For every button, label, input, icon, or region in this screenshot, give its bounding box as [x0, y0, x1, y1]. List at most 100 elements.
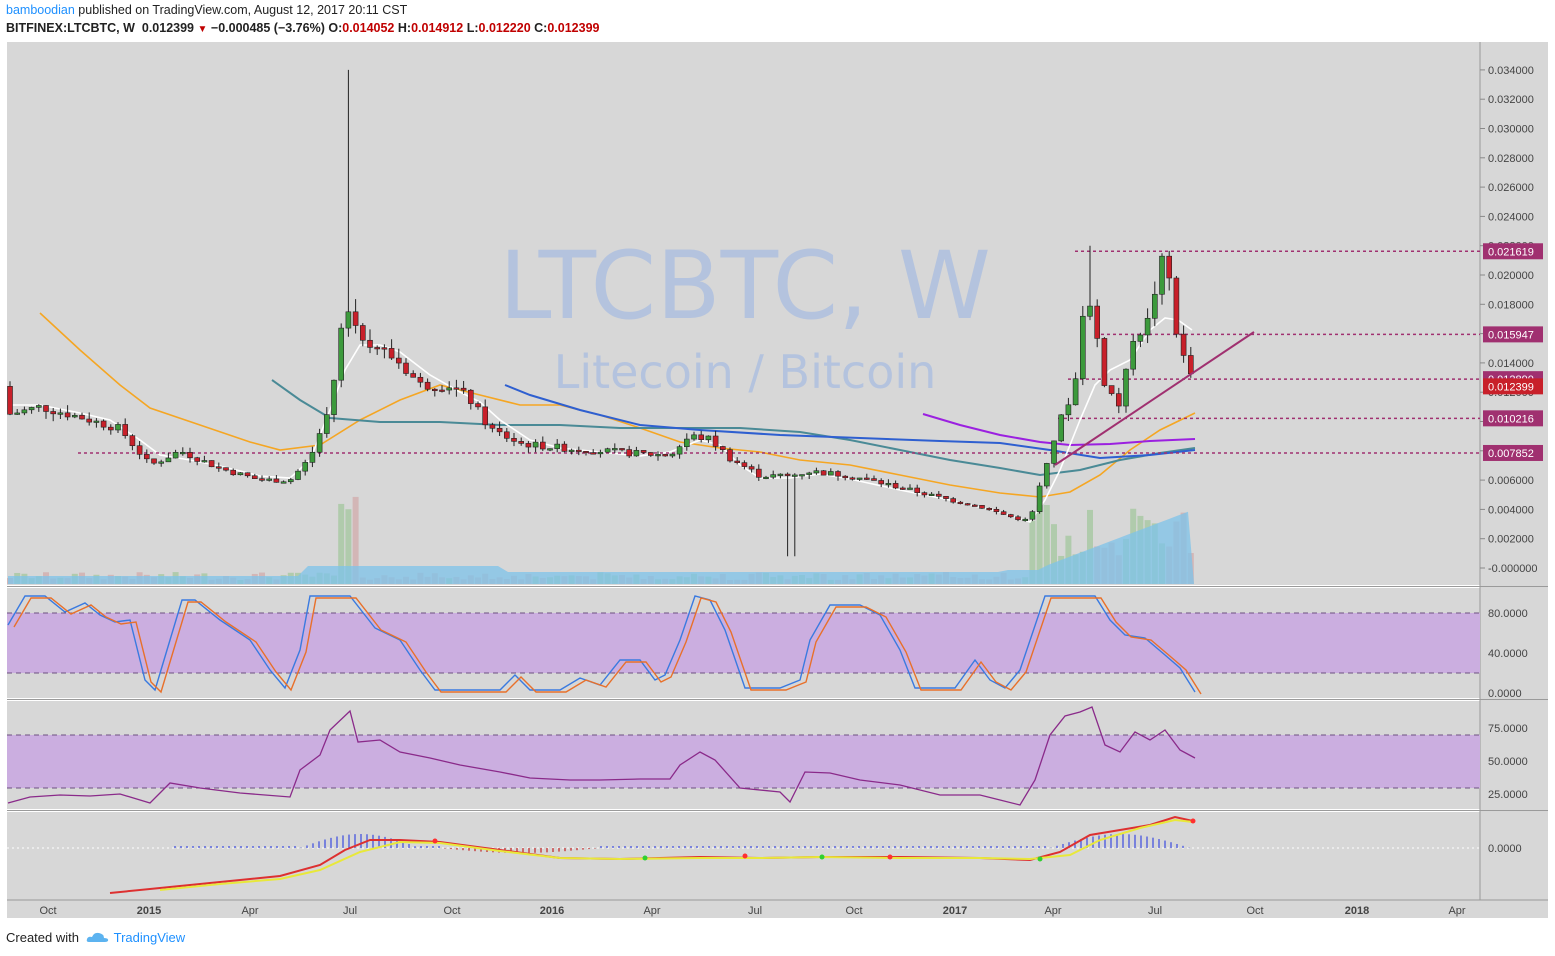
author-link[interactable]: bamboodian	[6, 3, 75, 17]
open-label: O:	[328, 21, 343, 35]
candle-body	[431, 388, 438, 392]
candle-body	[539, 441, 546, 450]
time-tick-label: Oct	[39, 905, 56, 917]
price-pane[interactable]	[7, 42, 1480, 585]
candle-body	[842, 475, 849, 479]
candle-body	[28, 407, 35, 411]
macd-cross-dot	[742, 853, 748, 859]
candle-body	[712, 435, 719, 447]
candle-body	[72, 415, 78, 418]
candle-body	[957, 501, 964, 504]
candle-body	[892, 483, 899, 489]
candle-body	[1137, 334, 1144, 342]
candle-body	[252, 475, 258, 479]
candle-body	[424, 381, 431, 390]
rsi-tick-label: 50.0000	[1488, 756, 1528, 768]
candle-body	[770, 474, 777, 478]
time-axis[interactable]	[7, 900, 1548, 918]
candle-body	[1159, 255, 1165, 295]
candle-body	[1173, 277, 1180, 335]
candle-body	[799, 474, 805, 477]
stoch-d-line	[13, 597, 1202, 695]
candle-body	[216, 466, 222, 469]
candle-body	[698, 434, 705, 441]
candle-body	[230, 469, 236, 476]
level-label-text: 0.010216	[1488, 413, 1534, 425]
level-label-box	[1483, 410, 1543, 427]
candle-body	[489, 424, 496, 429]
candle-body	[7, 386, 13, 415]
stoch-tick-label: 40.0000	[1488, 648, 1528, 660]
candle-body	[475, 403, 481, 408]
volume-ma-area	[8, 511, 1194, 584]
rsi-line	[7, 706, 1196, 806]
candle-body	[1087, 305, 1093, 317]
time-tick-label: 2018	[1345, 905, 1369, 917]
level-label-box	[1483, 326, 1543, 343]
rising-trendline[interactable]	[1054, 331, 1255, 466]
time-tick-label: Jul	[748, 905, 762, 917]
level-label-text: 0.021619	[1488, 246, 1534, 258]
rsi-tick-label: 75.0000	[1488, 723, 1528, 735]
candle-body	[201, 460, 208, 463]
candle-body	[719, 446, 726, 450]
price-axis[interactable]	[1480, 42, 1548, 900]
time-tick-label: 2016	[540, 905, 564, 917]
symbol-name: BITFINEX:LTCBTC, W	[6, 21, 135, 35]
candle-body	[813, 470, 820, 474]
candle-body	[1166, 255, 1172, 279]
stoch-band	[7, 613, 1480, 673]
candle-body	[691, 434, 697, 440]
volume-bar	[1029, 520, 1036, 584]
candle-body	[993, 509, 1000, 513]
level-label-box	[1483, 378, 1543, 395]
candle-body	[849, 477, 856, 480]
candle-body	[511, 438, 517, 442]
candle-body	[1051, 440, 1057, 464]
high-label: H:	[397, 21, 412, 35]
candle-body	[748, 466, 755, 470]
candle-body	[727, 449, 733, 462]
ma-orange-line	[39, 312, 1196, 498]
candle-body	[1188, 355, 1194, 375]
candle-body	[921, 492, 928, 496]
candle-body	[316, 433, 323, 453]
macd-cross-dot	[887, 854, 893, 860]
candle-body	[287, 479, 294, 483]
candle-body	[1044, 463, 1050, 487]
axis-labels: 0.034000 0.032000 0.030000 0.028000 0.026000…	[1480, 65, 1543, 855]
stoch-lines	[7, 595, 1202, 695]
watermark-subtitle: Litecoin / Bitcoin	[554, 345, 937, 399]
macd-tick-label: 0.0000	[1488, 843, 1522, 855]
candle-body	[14, 412, 20, 415]
candle-body	[35, 405, 42, 408]
macd-lines	[109, 815, 1196, 894]
candle-body	[1000, 511, 1007, 515]
price-tick-label: 0.004000	[1488, 504, 1534, 516]
candle-body	[964, 503, 971, 506]
candle-body	[655, 454, 661, 457]
watermark-title: LTCBTC, W	[499, 232, 991, 341]
volume-bar	[1051, 524, 1057, 584]
candle-body	[208, 460, 215, 468]
candle-body	[115, 424, 121, 431]
candle-body	[64, 412, 71, 418]
candle-body	[986, 508, 993, 511]
candle-body	[1036, 485, 1043, 512]
candle-body	[640, 450, 647, 453]
created-with-text: Created with	[6, 930, 79, 945]
time-tick-label: Jul	[1148, 905, 1162, 917]
candle-body	[863, 477, 870, 480]
candle-body	[950, 498, 957, 503]
candle-body	[626, 449, 633, 457]
volume-bar	[338, 503, 345, 584]
candle-body	[676, 446, 683, 455]
candle-body	[1058, 414, 1064, 442]
time-tick-label: 2015	[137, 905, 161, 917]
tradingview-link[interactable]: TradingView	[113, 930, 186, 945]
macd-cross-dot	[432, 838, 438, 844]
candle-body	[295, 470, 301, 480]
candle-body	[705, 435, 712, 441]
candle-body	[1022, 518, 1029, 522]
